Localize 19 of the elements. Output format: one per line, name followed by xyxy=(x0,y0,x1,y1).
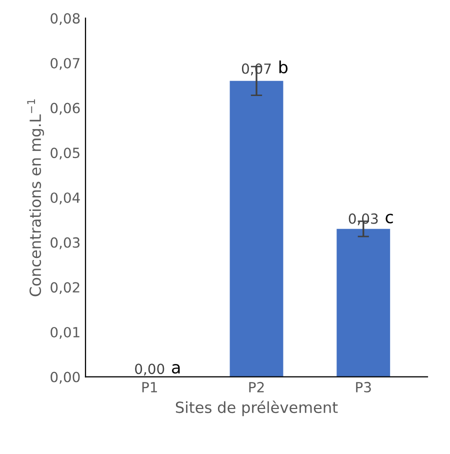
annotation: c xyxy=(386,214,393,224)
annotation: a xyxy=(172,364,180,374)
y-tick-label: 0,00 xyxy=(50,372,80,384)
x-tick-label: P2 xyxy=(249,382,264,392)
y-tick-label: 0,05 xyxy=(50,148,80,160)
y-tick-label: 0,01 xyxy=(50,326,80,339)
y-axis-title: Concentrations en mg.L$^{−1}$ xyxy=(27,99,44,296)
x-axis-title: Sites de prélèvement xyxy=(176,400,338,416)
y-tick-label: 0,04 xyxy=(50,192,80,204)
data-label: 0,03 xyxy=(348,213,378,226)
annotation: b xyxy=(279,60,288,74)
y-tick-label: 0,02 xyxy=(50,282,80,294)
y-tick-label: 0,08 xyxy=(50,13,80,26)
data-label: 0,00 xyxy=(135,364,164,376)
x-tick-label: P1 xyxy=(142,382,157,392)
y-tick-label: 0,07 xyxy=(50,58,80,70)
y-tick-label: 0,03 xyxy=(50,237,80,250)
y-tick-label: 0,06 xyxy=(50,102,80,115)
x-tick-label: P3 xyxy=(356,382,371,392)
